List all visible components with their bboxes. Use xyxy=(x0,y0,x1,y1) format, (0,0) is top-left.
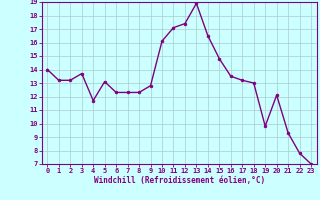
X-axis label: Windchill (Refroidissement éolien,°C): Windchill (Refroidissement éolien,°C) xyxy=(94,176,265,185)
